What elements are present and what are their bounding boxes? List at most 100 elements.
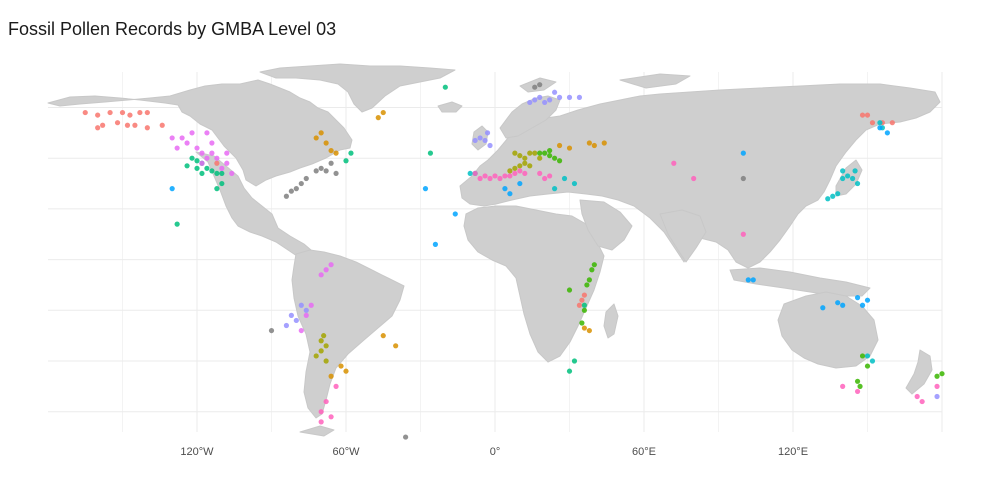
data-point xyxy=(537,94,543,100)
data-point xyxy=(556,142,563,149)
data-point xyxy=(857,383,863,389)
land-novaya-zemlya xyxy=(619,73,691,89)
data-point xyxy=(194,158,200,164)
data-point xyxy=(581,325,588,331)
data-point xyxy=(840,168,846,174)
data-point xyxy=(576,94,583,100)
data-point xyxy=(586,327,592,334)
data-point xyxy=(174,221,180,227)
data-point xyxy=(323,343,329,349)
data-point xyxy=(864,363,871,369)
data-point xyxy=(532,150,538,156)
data-point xyxy=(507,173,513,179)
data-point xyxy=(517,163,523,169)
data-point xyxy=(482,173,488,179)
data-point xyxy=(919,398,925,405)
data-point xyxy=(318,409,324,415)
data-point xyxy=(214,170,220,177)
data-point xyxy=(313,135,319,141)
data-point xyxy=(229,170,235,177)
data-point xyxy=(497,175,503,182)
data-point xyxy=(537,155,543,161)
data-point xyxy=(512,165,518,171)
data-point xyxy=(323,168,329,174)
data-point xyxy=(472,170,478,177)
data-point xyxy=(512,150,518,156)
data-point xyxy=(184,163,190,169)
data-point xyxy=(159,122,165,128)
land-india xyxy=(659,209,707,263)
data-point xyxy=(452,211,458,217)
land-europe xyxy=(459,83,941,269)
data-point xyxy=(323,358,329,364)
data-point xyxy=(556,158,563,164)
data-point xyxy=(589,267,595,273)
data-point xyxy=(552,89,558,95)
data-point xyxy=(859,353,866,359)
data-point xyxy=(537,150,543,156)
data-point xyxy=(422,186,429,192)
data-point xyxy=(854,295,861,301)
land-iceland xyxy=(437,101,463,113)
data-points xyxy=(82,82,945,440)
data-point xyxy=(169,186,175,192)
data-point xyxy=(877,125,883,131)
data-point xyxy=(82,109,88,116)
data-point xyxy=(552,186,558,192)
data-point xyxy=(333,170,339,177)
data-point xyxy=(547,173,553,179)
data-point xyxy=(323,267,329,273)
data-point xyxy=(835,191,841,197)
data-point xyxy=(209,140,215,146)
data-point xyxy=(328,147,334,154)
data-point xyxy=(571,358,578,364)
land-indonesia xyxy=(729,267,871,297)
data-point xyxy=(579,297,585,303)
data-point xyxy=(542,150,548,156)
data-point xyxy=(512,170,518,177)
data-point xyxy=(591,142,597,149)
data-point xyxy=(864,353,871,359)
land-south-america xyxy=(291,249,405,419)
data-point xyxy=(576,302,583,308)
data-point xyxy=(517,153,523,159)
data-point xyxy=(581,307,588,313)
data-point xyxy=(537,170,543,177)
land-mass xyxy=(47,63,941,437)
data-point xyxy=(889,120,895,126)
data-point xyxy=(169,135,175,141)
data-point xyxy=(224,150,230,156)
data-point xyxy=(561,175,568,182)
data-point xyxy=(95,125,101,131)
data-point xyxy=(472,137,478,144)
data-point xyxy=(584,282,590,288)
data-point xyxy=(288,188,294,194)
data-point xyxy=(199,170,205,177)
data-point xyxy=(293,186,299,192)
data-point xyxy=(484,130,491,136)
data-point xyxy=(581,292,588,298)
data-point xyxy=(934,373,940,379)
data-point xyxy=(119,109,126,116)
x-tick-label: 60°E xyxy=(632,446,656,458)
data-point xyxy=(283,193,289,199)
data-point xyxy=(507,191,513,197)
data-point xyxy=(107,109,113,116)
data-point xyxy=(547,97,553,103)
data-point xyxy=(586,277,592,283)
data-point xyxy=(579,320,585,326)
data-point xyxy=(303,307,309,313)
data-point xyxy=(745,277,751,283)
x-axis: 120°W 60°W 0° 60°E 120°E xyxy=(180,446,808,458)
chart-title: Fossil Pollen Records by GMBA Level 03 xyxy=(8,19,337,39)
land-scandinavia xyxy=(499,95,561,139)
data-point xyxy=(527,99,533,106)
data-point xyxy=(840,302,846,308)
data-point xyxy=(854,180,861,187)
data-point xyxy=(328,373,334,379)
data-point xyxy=(303,175,309,182)
data-point xyxy=(850,175,856,182)
x-tick-label: 120°E xyxy=(778,446,808,458)
data-point xyxy=(268,327,275,334)
data-point xyxy=(318,338,324,344)
